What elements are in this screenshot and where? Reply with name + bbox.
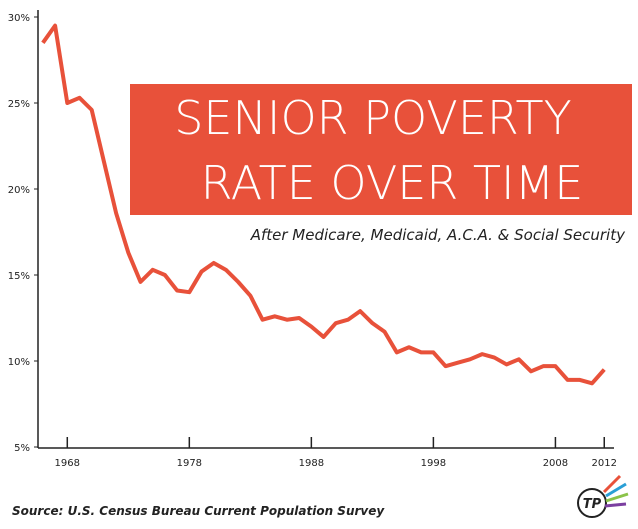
x-tick-label: 1998 xyxy=(421,458,446,469)
y-tick-label: 10% xyxy=(8,357,30,368)
source: Source: U.S. Census Bureau Current Popul… xyxy=(12,504,385,518)
title-box xyxy=(130,84,632,215)
subtitle: After Medicare, Medicaid, A.C.A. & Socia… xyxy=(250,226,626,244)
y-tick-label: 5% xyxy=(14,443,30,454)
logo: TP xyxy=(577,474,629,518)
y-tick-label: 30% xyxy=(8,13,30,24)
y-tick-label: 15% xyxy=(8,271,30,282)
x-tick-label: 1968 xyxy=(55,458,80,469)
x-tick-label: 1978 xyxy=(177,458,202,469)
x-tick-label: 1988 xyxy=(299,458,324,469)
chart-title-line: SENIOR POVERTY xyxy=(174,91,572,145)
svg-text:TP: TP xyxy=(583,497,602,512)
chart-title-line: RATE OVER TIME xyxy=(201,156,584,210)
line-series xyxy=(41,23,606,386)
y-tick-label: 25% xyxy=(8,99,30,110)
x-tick-label: 2012 xyxy=(592,458,617,469)
y-tick-label: 20% xyxy=(8,185,30,196)
x-tick-label: 2008 xyxy=(543,458,568,469)
